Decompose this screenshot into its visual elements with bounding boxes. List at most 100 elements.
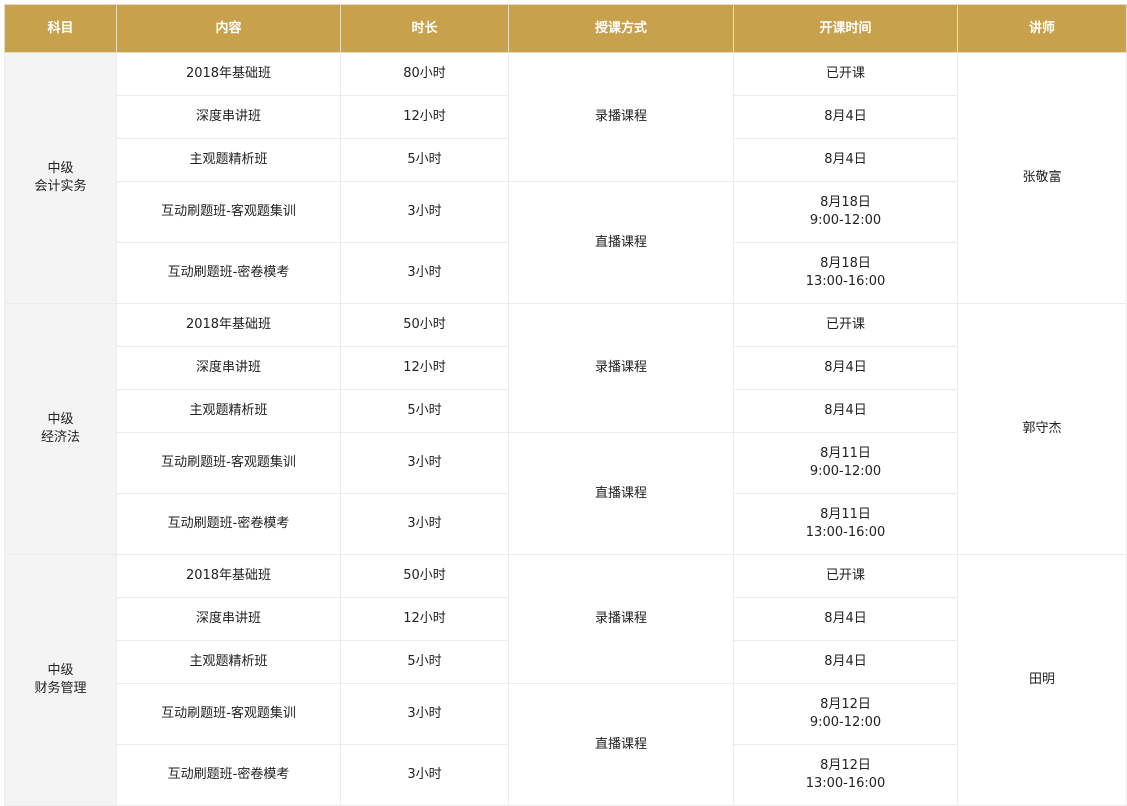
- cell-text: 8月4日: [824, 109, 867, 124]
- content-cell: 互动刷题班-客观题集训: [116, 181, 341, 243]
- time-cell: 8月4日: [733, 389, 958, 433]
- subject-cell: 中级 财务管理: [4, 554, 117, 806]
- duration-cell: 3小时: [340, 432, 509, 494]
- method-cell: 直播课程: [508, 432, 734, 555]
- method-cell: 录播课程: [508, 303, 734, 433]
- duration-cell: 12小时: [340, 95, 509, 139]
- cell-text: 已开课: [825, 66, 865, 81]
- method-cell: 录播课程: [508, 52, 734, 182]
- time-cell: 8月11日 9:00-12:00: [733, 432, 958, 494]
- column-header: 开课时间: [733, 4, 958, 53]
- time-cell: 8月4日: [733, 95, 958, 139]
- duration-cell: 50小时: [340, 303, 509, 347]
- table-row: 互动刷题班-客观题集训 3小时 直播课程 8月11日 9:00-12:00: [5, 432, 1127, 555]
- duration-cell: 12小时: [340, 346, 509, 390]
- method-cell: 直播课程: [508, 683, 734, 806]
- time-cell: 8月4日: [733, 138, 958, 182]
- table-header: 科目 内容 时长 授课方式 开课时间 讲师: [4, 4, 1127, 53]
- time-cell: 已开课: [733, 303, 958, 347]
- table-row: 互动刷题班-密卷模考 3小时 8月11日 13:00-16:00: [5, 493, 1127, 555]
- method-cell: 直播课程: [508, 181, 734, 304]
- teacher-cell: 张敬富: [957, 52, 1127, 304]
- cell-text: 8月4日: [824, 611, 867, 626]
- content-cell: 深度串讲班: [116, 346, 341, 390]
- content-cell: 互动刷题班-密卷模考: [116, 493, 341, 555]
- time-cell: 8月4日: [733, 640, 958, 684]
- table-row: 主观题精析班 5小时 8月4日: [5, 389, 1127, 433]
- duration-cell: 3小时: [340, 683, 509, 745]
- cell-text: 已开课: [825, 568, 865, 583]
- table-row: 深度串讲班 12小时 8月4日: [5, 95, 1127, 139]
- duration-cell: 5小时: [340, 640, 509, 684]
- cell-text: 8月12日: [820, 758, 871, 773]
- cell-text: 8月11日: [820, 446, 871, 461]
- cell-text: 财务管理: [34, 681, 87, 696]
- content-cell: 2018年基础班: [116, 554, 341, 598]
- content-cell: 2018年基础班: [116, 303, 341, 347]
- cell-text: 8月4日: [824, 360, 867, 375]
- cell-text: 9:00-12:00: [809, 213, 882, 228]
- duration-cell: 3小时: [340, 242, 509, 304]
- table-row: 中级 经济法 2018年基础班 50小时 录播课程 已开课 郭守杰: [4, 303, 1127, 555]
- cell-text: 中级: [47, 663, 74, 678]
- duration-cell: 50小时: [340, 554, 509, 598]
- column-header: 时长: [340, 4, 509, 53]
- duration-cell: 3小时: [340, 181, 509, 243]
- time-cell: 8月18日 13:00-16:00: [733, 242, 958, 304]
- time-cell: 8月18日 9:00-12:00: [733, 181, 958, 243]
- time-cell: 已开课: [733, 52, 958, 96]
- time-cell: 已开课: [733, 554, 958, 598]
- course-schedule-table: 科目 内容 时长 授课方式 开课时间 讲师 中级 会计实务 2018年基础班 80小时 录播课程已…: [4, 4, 1127, 806]
- table-row: 主观题精析班 5小时 8月4日: [5, 138, 1127, 182]
- content-cell: 2018年基础班: [116, 52, 341, 96]
- table-row: 互动刷题班-客观题集训 3小时 直播课程 8月12日 9:00-12:00: [5, 683, 1127, 806]
- cell-text: 8月4日: [824, 152, 867, 167]
- table-row: 中级 会计实务 2018年基础班 80小时 录播课程 已开课 张敬富: [4, 52, 1127, 304]
- content-cell: 互动刷题班-密卷模考: [116, 744, 341, 806]
- table-row: 中级 财务管理 2018年基础班 50小时 录播课程 已开课 田明: [4, 554, 1127, 806]
- time-cell: 8月12日 13:00-16:00: [733, 744, 958, 806]
- cell-text: 9:00-12:00: [809, 715, 882, 730]
- cell-text: 经济法: [40, 430, 80, 445]
- cell-text: 8月12日: [820, 697, 871, 712]
- time-cell: 8月11日 13:00-16:00: [733, 493, 958, 555]
- column-header: 授课方式: [508, 4, 734, 53]
- duration-cell: 5小时: [340, 138, 509, 182]
- content-cell: 互动刷题班-密卷模考: [116, 242, 341, 304]
- content-cell: 深度串讲班: [116, 95, 341, 139]
- duration-cell: 5小时: [340, 389, 509, 433]
- content-cell: 主观题精析班: [116, 138, 341, 182]
- column-header: 内容: [116, 4, 341, 53]
- cell-text: 8月18日: [820, 195, 871, 210]
- column-header: 讲师: [957, 4, 1127, 53]
- duration-cell: 3小时: [340, 493, 509, 555]
- column-header: 科目: [4, 4, 117, 53]
- time-cell: 8月4日: [733, 346, 958, 390]
- content-cell: 深度串讲班: [116, 597, 341, 641]
- content-cell: 互动刷题班-客观题集训: [116, 432, 341, 494]
- content-cell: 互动刷题班-客观题集训: [116, 683, 341, 745]
- cell-text: 中级: [47, 161, 74, 176]
- content-cell: 主观题精析班: [116, 640, 341, 684]
- duration-cell: 12小时: [340, 597, 509, 641]
- cell-text: 9:00-12:00: [809, 464, 882, 479]
- teacher-cell: 田明: [957, 554, 1127, 806]
- table-row: 互动刷题班-密卷模考 3小时 8月12日 13:00-16:00: [5, 744, 1127, 806]
- cell-text: 8月11日: [820, 507, 871, 522]
- subject-cell: 中级 会计实务: [4, 52, 117, 304]
- cell-text: 已开课: [825, 317, 865, 332]
- table-row: 互动刷题班-客观题集训 3小时 直播课程 8月18日 9:00-12:00: [5, 181, 1127, 304]
- content-cell: 主观题精析班: [116, 389, 341, 433]
- duration-cell: 3小时: [340, 744, 509, 806]
- time-cell: 8月12日 9:00-12:00: [733, 683, 958, 745]
- time-cell: 8月4日: [733, 597, 958, 641]
- cell-text: 8月4日: [824, 654, 867, 669]
- duration-cell: 80小时: [340, 52, 509, 96]
- subject-cell: 中级 经济法: [4, 303, 117, 555]
- teacher-cell: 郭守杰: [957, 303, 1127, 555]
- cell-text: 13:00-16:00: [805, 525, 886, 540]
- cell-text: 13:00-16:00: [805, 274, 886, 289]
- table-row: 深度串讲班 12小时 8月4日: [5, 346, 1127, 390]
- method-cell: 录播课程: [508, 554, 734, 684]
- cell-text: 会计实务: [34, 179, 87, 194]
